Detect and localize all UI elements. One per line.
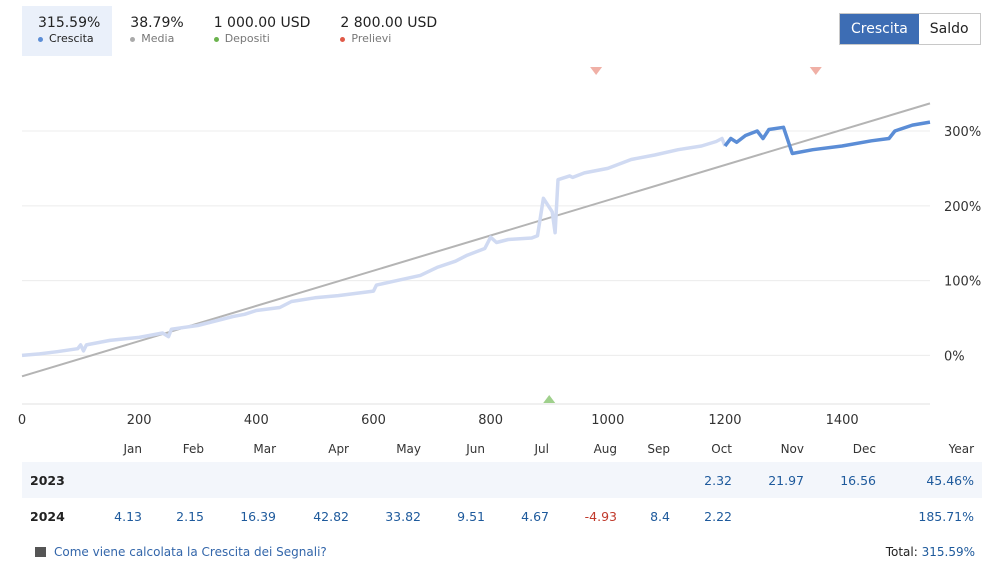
x-tick-label: 1200 — [708, 413, 741, 428]
deposit-marker — [543, 395, 556, 403]
balance-button[interactable]: Saldo — [918, 14, 980, 44]
growth-line-recent — [723, 120, 931, 156]
stat-average[interactable]: 38.79% Media — [112, 6, 195, 56]
cell-mar — [212, 462, 284, 498]
footer-total-label: Total: — [885, 545, 918, 559]
y-tick-label: 200% — [944, 200, 981, 215]
y-tick-label: 300% — [944, 125, 981, 140]
cell-feb — [150, 462, 212, 498]
cell-jan — [90, 462, 150, 498]
average-legend-dot — [130, 36, 136, 42]
cell-dec — [812, 498, 884, 534]
header-jul: Jul — [534, 442, 549, 456]
growth-line-history — [21, 136, 727, 358]
chart-mode-toggle: Crescita Saldo — [839, 13, 981, 45]
cell-year-total: 185.71% — [918, 508, 974, 524]
y-tick-label: 0% — [944, 349, 965, 364]
x-tick-label: 1000 — [591, 413, 624, 428]
withdrawals-legend-dot — [340, 36, 346, 42]
header-jan: Jan — [123, 442, 143, 456]
stat-growth-label: Crescita — [49, 32, 94, 45]
growth-chart: 0% 100% 200% 300% 0 200 400 600 800 1000 1200 1400 — [18, 67, 981, 428]
cell-oct: 2.22 — [704, 508, 732, 524]
stat-deposits-value: 1 000.00 USD — [213, 15, 311, 31]
cell-feb: 2.15 — [176, 508, 204, 524]
growth-info-link[interactable]: Come viene calcolata la Crescita dei Seg… — [35, 545, 327, 559]
header-year-col — [22, 436, 90, 462]
withdrawal-marker — [590, 67, 603, 75]
x-tick-label: 0 — [18, 413, 26, 428]
cell-dec: 16.56 — [812, 462, 884, 498]
stat-average-label: Media — [141, 32, 175, 45]
stat-withdrawals-value: 2 800.00 USD — [340, 15, 438, 31]
trend-line — [21, 102, 931, 378]
x-tick-label: 800 — [478, 413, 503, 428]
cell-aug — [557, 462, 625, 498]
table-row: 2024 4.13 2.15 16.39 42.82 33.82 9.51 4.… — [22, 498, 982, 534]
footer-total-value: 315.59% — [921, 545, 975, 559]
table-header-row: Jan Feb Mar Apr May Jun Jul Aug Sep Oct … — [22, 436, 982, 462]
stat-growth[interactable]: 315.59% Crescita — [22, 6, 113, 56]
header-feb: Feb — [182, 442, 204, 456]
footer: Come viene calcolata la Crescita dei Seg… — [35, 545, 975, 559]
y-tick-label: 100% — [944, 275, 981, 290]
cell-apr: 42.82 — [313, 508, 349, 524]
cell-jul: 4.67 — [521, 508, 549, 524]
stat-deposits[interactable]: 1 000.00 USD Depositi — [196, 6, 323, 56]
cell-aug: -4.93 — [584, 508, 617, 524]
cell-jul — [493, 462, 557, 498]
deposits-legend-dot — [213, 36, 219, 42]
monthly-table: Jan Feb Mar Apr May Jun Jul Aug Sep Oct … — [22, 436, 982, 534]
header-apr: Apr — [328, 442, 349, 456]
stat-growth-value: 315.59% — [38, 15, 101, 31]
stat-deposits-label: Depositi — [224, 32, 270, 45]
stat-withdrawals[interactable]: 2 800.00 USD Prelievi — [322, 6, 449, 56]
header-jun: Jun — [466, 442, 485, 456]
stats-bar: 315.59% Crescita 38.79% Media 1 000.00 U… — [22, 6, 449, 56]
header-dec: Dec — [852, 442, 876, 456]
growth-legend-dot — [38, 36, 43, 42]
cell-nov — [740, 498, 812, 534]
header-aug: Aug — [593, 442, 617, 456]
header-mar: Mar — [253, 442, 276, 456]
row-year: 2024 — [30, 508, 65, 524]
header-oct: Oct — [711, 442, 732, 456]
x-tick-label: 400 — [244, 413, 269, 428]
growth-info-link-text: Come viene calcolata la Crescita dei Seg… — [54, 545, 327, 559]
growth-button[interactable]: Crescita — [840, 14, 919, 44]
header-year: Year — [948, 442, 974, 456]
cell-jan: 4.13 — [114, 508, 142, 524]
book-icon — [35, 547, 46, 557]
cell-mar: 16.39 — [240, 508, 276, 524]
footer-total: Total: 315.59% — [886, 545, 975, 559]
cell-jun — [429, 462, 493, 498]
cell-nov: 21.97 — [740, 462, 812, 498]
cell-may — [357, 462, 429, 498]
withdrawal-marker — [809, 67, 822, 75]
cell-oct: 2.32 — [678, 462, 740, 498]
cell-apr — [284, 462, 357, 498]
x-tick-label: 600 — [361, 413, 386, 428]
cell-sep: 8.4 — [650, 508, 670, 524]
cell-jun: 9.51 — [457, 508, 485, 524]
header-may: May — [396, 442, 421, 456]
cell-year-total: 45.46% — [884, 462, 982, 498]
x-tick-label: 200 — [127, 413, 152, 428]
stat-withdrawals-label: Prelievi — [351, 32, 392, 45]
table-row: 2023 2.32 21.97 16.56 45.46% — [22, 462, 982, 498]
x-tick-label: 1400 — [826, 413, 859, 428]
cell-may: 33.82 — [385, 508, 421, 524]
header-nov: Nov — [780, 442, 804, 456]
row-year: 2023 — [22, 462, 90, 498]
header-sep: Sep — [647, 442, 670, 456]
stat-average-value: 38.79% — [130, 15, 184, 31]
cell-sep — [625, 462, 678, 498]
